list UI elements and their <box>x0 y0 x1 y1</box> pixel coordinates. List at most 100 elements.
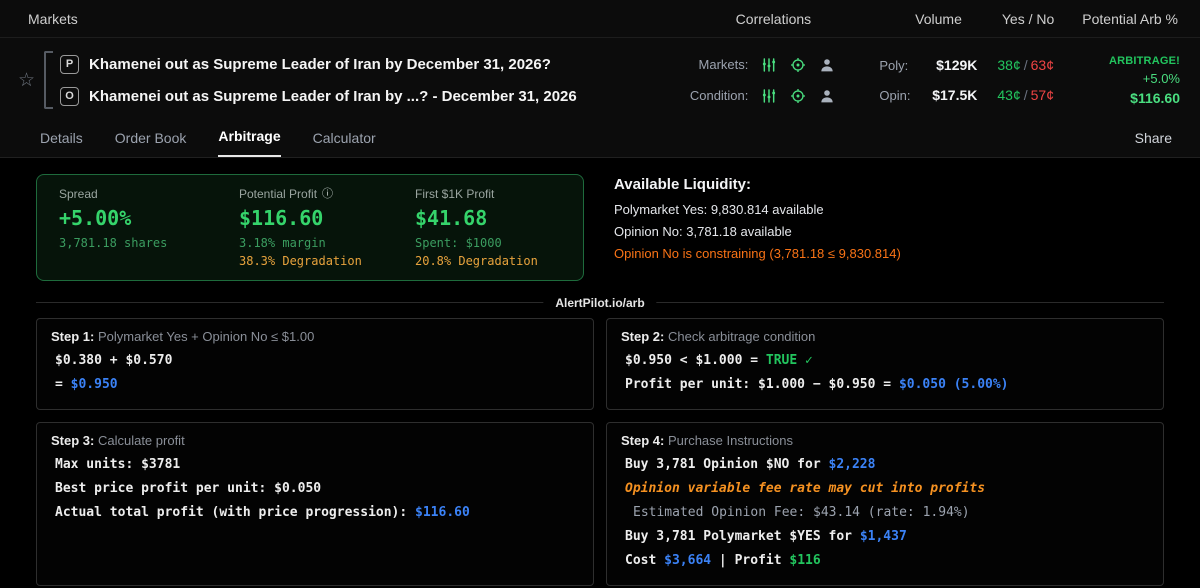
max-units-line: Max units: $3781 <box>55 457 181 472</box>
share-button[interactable]: Share <box>1134 130 1172 146</box>
step-title: Step 1: <box>51 329 95 344</box>
step-subtitle: Calculate profit <box>97 433 185 448</box>
markets-label: Markets: <box>698 57 749 72</box>
top-navigation-bar: Markets Correlations Volume Yes / No Pot… <box>0 0 1200 38</box>
spread-column: Spread +5.00% 3,781.18 shares <box>59 187 239 268</box>
profit-per-unit-line: Profit per unit: $1.000 − $0.950 = $0.05… <box>625 377 1009 392</box>
step-title: Step 4: <box>621 433 665 448</box>
arbitrage-flag-block: ARBITRAGE! +5.0% $116.60 <box>1086 55 1180 106</box>
step-3-card: Step 3: Calculate profit Max units: $378… <box>36 422 594 586</box>
condition-action-row: Condition: <box>690 87 836 104</box>
result-value: $0.950 <box>70 377 118 392</box>
markets-action-row: Markets: <box>690 56 836 73</box>
spread-shares: 3,781.18 shares <box>59 236 168 250</box>
opin-label: Opin: <box>879 87 911 103</box>
condition-result: TRUE ✓ <box>765 353 813 368</box>
watermark-label: AlertPilot.io/arb <box>543 296 657 310</box>
opin-stat-row: Opin: $17.5K 43¢ / 57¢ <box>879 87 1054 103</box>
step-4-card: Step 4: Purchase Instructions Buy 3,781 … <box>606 422 1164 586</box>
first-1k-value: $41.68 <box>415 206 488 230</box>
polymarket-badge: P <box>60 54 80 74</box>
opin-yes-price: 43¢ <box>997 87 1021 103</box>
opinion-title[interactable]: Khamenei out as Supreme Leader of Iran b… <box>89 87 577 105</box>
potential-profit-value: $116.60 <box>239 206 324 230</box>
price-separator: / <box>1023 57 1028 73</box>
profit-per-unit-value: $0.050 (5.00%) <box>898 377 1009 392</box>
tab-arbitrage[interactable]: Arbitrage <box>218 128 281 157</box>
available-liquidity-section: Available Liquidity: Polymarket Yes: 9,8… <box>614 174 901 281</box>
liquidity-line: Opinion No: 3,781.18 available <box>614 224 792 239</box>
condition-line: $0.950 < $1.000 = TRUE ✓ <box>625 353 813 368</box>
arbitrage-profit: $116.60 <box>1130 89 1180 106</box>
nav-markets[interactable]: Markets <box>28 10 78 27</box>
step-2-card: Step 2: Check arbitrage condition $0.950… <box>606 318 1164 410</box>
liquidity-line: Polymarket Yes: 9,830.814 available <box>614 202 824 217</box>
sort-potential-arb[interactable]: Potential Arb % <box>1082 10 1178 27</box>
star-icon[interactable]: ☆ <box>18 69 36 91</box>
price-separator: / <box>1023 87 1028 103</box>
arbitrage-panel: Spread +5.00% 3,781.18 shares Potential … <box>0 158 1200 586</box>
market-titles: P Khamenei out as Supreme Leader of Iran… <box>60 52 577 108</box>
target-icon[interactable] <box>789 87 806 104</box>
calc-result-line: = $0.950 <box>55 377 118 392</box>
arbitrage-percent: +5.0% <box>1142 70 1180 86</box>
condition-label: Condition: <box>689 88 749 103</box>
market-pair-header: ☆ P Khamenei out as Supreme Leader of Ir… <box>0 38 1200 120</box>
first-1k-column: First $1K Profit $41.68 Spent: $1000 20.… <box>415 187 561 268</box>
margin-text: 3.18% margin <box>239 236 326 250</box>
potential-profit-column: Potential Profit ⓘ $116.60 3.18% margin 3… <box>239 187 415 268</box>
person-icon[interactable] <box>818 87 835 104</box>
polymarket-title[interactable]: Khamenei out as Supreme Leader of Iran b… <box>89 55 551 73</box>
step-subtitle: Check arbitrage condition <box>667 329 816 344</box>
potential-profit-label: Potential Profit <box>239 187 318 201</box>
final-profit-value: $116 <box>789 553 821 568</box>
calculation-steps: Step 1: Polymarket Yes + Opinion No ≤ $1… <box>36 318 1164 586</box>
sliders-icon[interactable] <box>760 87 777 104</box>
poly-no-price: 63¢ <box>1030 57 1054 73</box>
buy-polymarket-cost: $1,437 <box>859 529 907 544</box>
total-cost-value: $3,664 <box>664 553 712 568</box>
arbitrage-flag: ARBITRAGE! <box>1108 54 1180 67</box>
buy-opinion-cost: $2,228 <box>828 457 876 472</box>
spent-text: Spent: $1000 <box>415 236 502 250</box>
arbitrage-summary-card: Spread +5.00% 3,781.18 shares Potential … <box>36 174 584 281</box>
liquidity-constraint-warning: Opinion No is constraining (3,781.18 ≤ 9… <box>614 246 901 261</box>
tab-order-book[interactable]: Order Book <box>114 130 187 146</box>
poly-stat-row: Poly: $129K 38¢ / 63¢ <box>879 57 1054 73</box>
step-title: Step 2: <box>621 329 665 344</box>
degradation-text: 20.8% Degradation <box>415 254 538 268</box>
person-icon[interactable] <box>818 56 835 73</box>
fee-estimate-line: Estimated Opinion Fee: $43.14 (rate: 1.9… <box>633 505 970 520</box>
tab-details[interactable]: Details <box>40 130 83 146</box>
spread-value: +5.00% <box>59 206 132 230</box>
spread-label: Spread <box>59 187 98 201</box>
target-icon[interactable] <box>789 56 806 73</box>
degradation-text: 38.3% Degradation <box>239 254 362 268</box>
pair-bracket <box>44 51 54 109</box>
market-actions: Markets: Condition: <box>690 56 836 104</box>
sliders-icon[interactable] <box>760 56 777 73</box>
polymarket-row: P Khamenei out as Supreme Leader of Iran… <box>60 52 577 76</box>
step-title: Step 3: <box>51 433 95 448</box>
nav-correlations[interactable]: Correlations <box>735 10 812 27</box>
buy-opinion-line: Buy 3,781 Opinion $NO for $2,228 <box>625 457 876 472</box>
buy-polymarket-line: Buy 3,781 Polymarket $YES for $1,437 <box>625 529 907 544</box>
sort-volume[interactable]: Volume <box>915 10 962 27</box>
section-divider: AlertPilot.io/arb <box>36 296 1164 310</box>
total-profit-line: Actual total profit (with price progress… <box>55 505 470 520</box>
tab-bar: Details Order Book Arbitrage Calculator … <box>0 120 1200 158</box>
opin-no-price: 57¢ <box>1030 87 1054 103</box>
cost-profit-line: Cost $3,664 | Profit $116 <box>625 553 821 568</box>
liquidity-title: Available Liquidity: <box>614 176 751 193</box>
info-icon[interactable]: ⓘ <box>322 187 334 200</box>
tab-calculator[interactable]: Calculator <box>312 130 376 146</box>
best-price-line: Best price profit per unit: $0.050 <box>55 481 322 496</box>
opinion-row: O Khamenei out as Supreme Leader of Iran… <box>60 84 577 108</box>
step-subtitle: Polymarket Yes + Opinion No ≤ $1.00 <box>97 329 315 344</box>
fee-warning-line: Opinion variable fee rate may cut into p… <box>625 481 986 496</box>
opin-volume: $17.5K <box>932 87 978 103</box>
opinion-badge: O <box>60 86 80 106</box>
step-subtitle: Purchase Instructions <box>667 433 793 448</box>
sort-yes-no[interactable]: Yes / No <box>1001 10 1055 27</box>
total-profit-value: $116.60 <box>415 505 470 520</box>
